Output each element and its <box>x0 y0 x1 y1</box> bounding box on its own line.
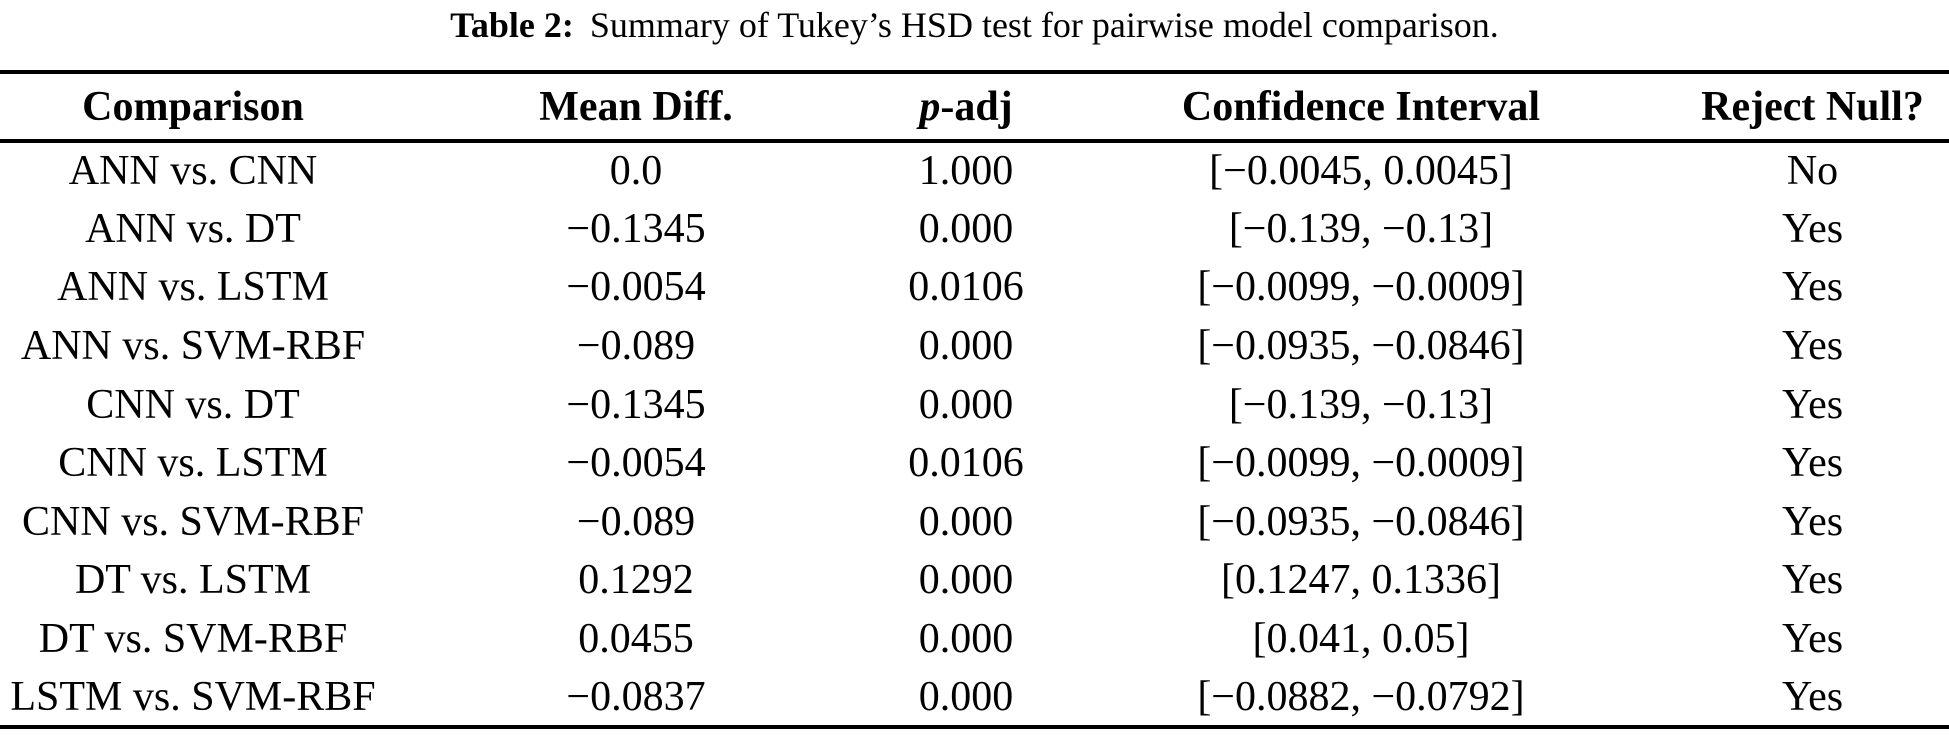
cell-p-adj: 0.000 <box>918 381 1014 428</box>
table-row: CNN vs. DT −0.1345 0.000 [−0.139, −0.13] Yes <box>0 375 1949 434</box>
cell-mean-diff: −0.1345 <box>566 381 706 428</box>
cell-reject-null: Yes <box>1781 264 1844 311</box>
cell-p-adj: 0.0106 <box>908 264 1024 311</box>
cell-p-adj: 0.000 <box>918 205 1014 252</box>
cell-comparison: DT vs. LSTM <box>74 557 312 604</box>
col-header-mean-diff: Mean Diff. <box>386 72 886 143</box>
cell-reject-null: Yes <box>1781 205 1844 252</box>
col-header-reject-null: Reject Null? <box>1676 72 1949 143</box>
cell-p-adj: 0.0106 <box>908 440 1024 487</box>
cell-confidence-interval: [−0.0935, −0.0846] <box>1197 498 1525 545</box>
cell-p-adj: 0.000 <box>918 557 1014 604</box>
table-row: DT vs. SVM-RBF 0.0455 0.000 [0.041, 0.05] Ye… <box>0 610 1949 669</box>
cell-reject-null: Yes <box>1781 557 1844 604</box>
cell-reject-null: Yes <box>1781 381 1844 428</box>
table-row: LSTM vs. SVM-RBF −0.0837 0.000 [−0.0882, −0… <box>0 668 1949 727</box>
cell-reject-null: Yes <box>1781 673 1844 720</box>
cell-p-adj: 1.000 <box>918 148 1014 195</box>
cell-reject-null: Yes <box>1781 323 1844 370</box>
cell-p-adj: 0.000 <box>918 498 1014 545</box>
cell-comparison: ANN vs. SVM-RBF <box>20 323 366 370</box>
cell-comparison: CNN vs. LSTM <box>58 440 328 487</box>
cell-mean-diff: −0.089 <box>576 498 696 545</box>
cell-mean-diff: 0.0 <box>609 148 663 195</box>
cell-mean-diff: −0.1345 <box>566 205 706 252</box>
cell-comparison: ANN vs. DT <box>85 205 301 252</box>
table-row: ANN vs. DT −0.1345 0.000 [−0.139, −0.13] Yes <box>0 200 1949 259</box>
table-row: CNN vs. SVM-RBF −0.089 0.000 [−0.0935, −0.0… <box>0 493 1949 552</box>
cell-p-adj: 0.000 <box>918 323 1014 370</box>
cell-mean-diff: 0.0455 <box>578 616 694 663</box>
cell-confidence-interval: [0.1247, 0.1336] <box>1221 557 1501 604</box>
cell-mean-diff: −0.0837 <box>566 673 706 720</box>
cell-confidence-interval: [−0.139, −0.13] <box>1228 381 1494 428</box>
cell-confidence-interval: [−0.0935, −0.0846] <box>1197 323 1525 370</box>
cell-confidence-interval: [−0.0882, −0.0792] <box>1197 673 1525 720</box>
cell-confidence-interval: [−0.0099, −0.0009] <box>1197 440 1525 487</box>
cell-mean-diff: −0.0054 <box>566 264 706 311</box>
table-row: ANN vs. CNN 0.0 1.000 [−0.0045, 0.0045] No <box>0 141 1949 200</box>
col-header-p-adj: p-adj <box>886 72 1046 143</box>
cell-confidence-interval: [−0.0099, −0.0009] <box>1197 264 1525 311</box>
p-adj-rest: -adj <box>940 83 1013 130</box>
cell-comparison: CNN vs. DT <box>86 381 300 428</box>
cell-comparison: DT vs. SVM-RBF <box>38 616 348 663</box>
col-header-confidence-interval: Confidence Interval <box>1046 72 1676 143</box>
table-row: DT vs. LSTM 0.1292 0.000 [0.1247, 0.1336] Ye… <box>0 551 1949 610</box>
cell-comparison: LSTM vs. SVM-RBF <box>10 673 376 720</box>
cell-p-adj: 0.000 <box>918 673 1014 720</box>
table-row: CNN vs. LSTM −0.0054 0.0106 [−0.0099, −0.00… <box>0 434 1949 493</box>
cell-confidence-interval: [0.041, 0.05] <box>1252 616 1470 663</box>
table-body: ANN vs. CNN 0.0 1.000 [−0.0045, 0.0045] No AN… <box>0 141 1949 727</box>
cell-reject-null: No <box>1786 148 1839 195</box>
header-row: Comparison Mean Diff. p-adj Confidence I… <box>0 72 1949 143</box>
cell-mean-diff: −0.089 <box>576 323 696 370</box>
table-row: ANN vs. SVM-RBF −0.089 0.000 [−0.0935, −0.0… <box>0 317 1949 376</box>
cell-p-adj: 0.000 <box>918 616 1014 663</box>
cell-comparison: ANN vs. LSTM <box>57 264 329 311</box>
cell-mean-diff: 0.1292 <box>578 557 694 604</box>
cell-comparison: ANN vs. CNN <box>68 148 318 195</box>
table-caption-label: Table 2: <box>450 5 574 45</box>
cell-reject-null: Yes <box>1781 440 1844 487</box>
cell-comparison: CNN vs. SVM-RBF <box>22 498 364 545</box>
cell-confidence-interval: [−0.139, −0.13] <box>1228 205 1494 252</box>
table-caption-text: Summary of Tukey’s HSD test for pairwise… <box>589 5 1499 45</box>
table-caption: Table 2: Summary of Tukey’s HSD test for … <box>0 2 1949 49</box>
table-row: ANN vs. LSTM −0.0054 0.0106 [−0.0099, −0.00… <box>0 258 1949 317</box>
cell-confidence-interval: [−0.0045, 0.0045] <box>1209 148 1513 195</box>
tukey-hsd-table: Comparison Mean Diff. p-adj Confidence I… <box>0 70 1949 729</box>
col-header-comparison: Comparison <box>0 72 386 143</box>
cell-mean-diff: −0.0054 <box>566 440 706 487</box>
p-adj-italic-p: p <box>919 83 941 130</box>
cell-reject-null: Yes <box>1781 616 1844 663</box>
cell-reject-null: Yes <box>1781 498 1844 545</box>
